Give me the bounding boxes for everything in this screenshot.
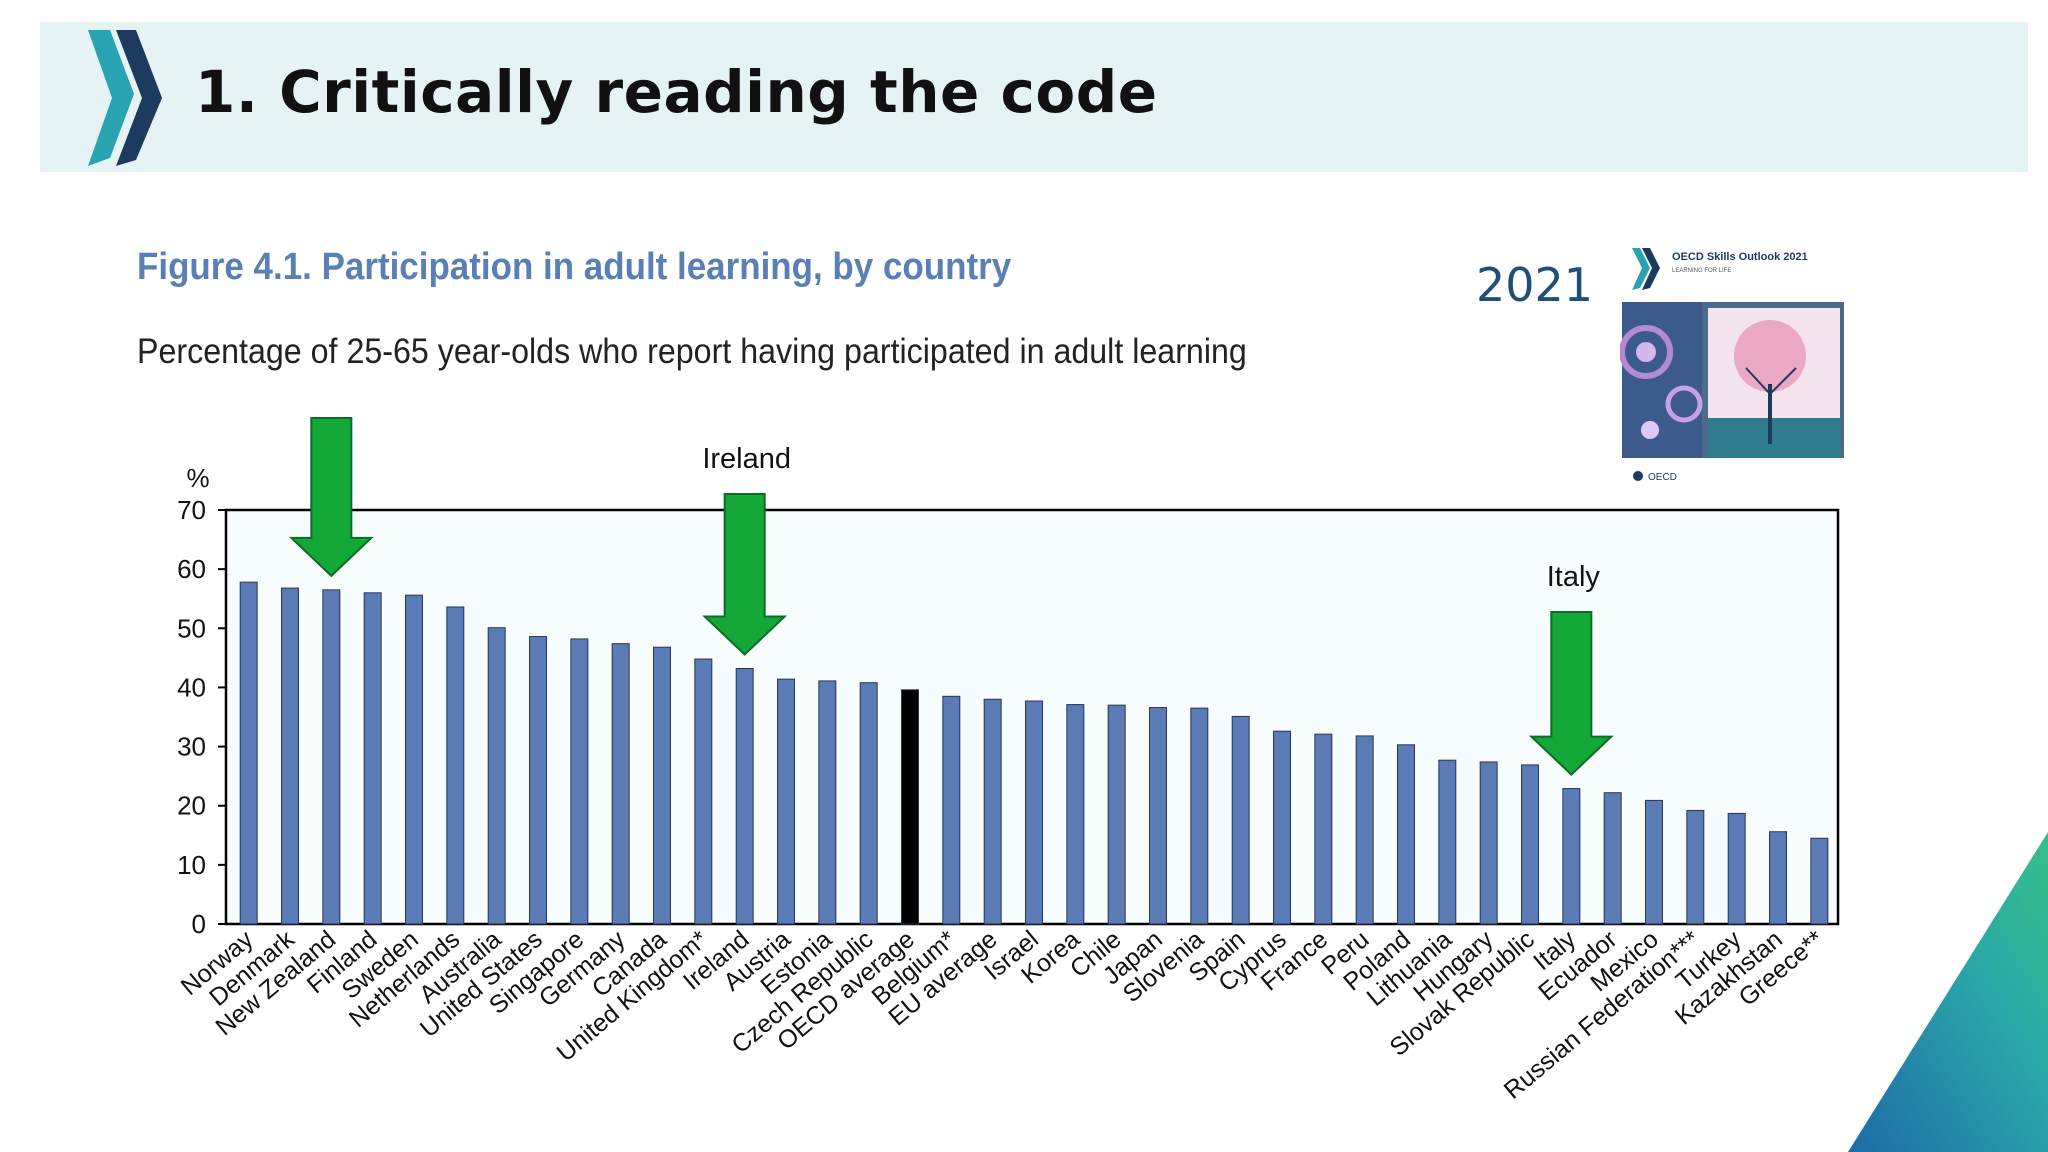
y-tick-label: 10	[177, 850, 206, 880]
y-axis-label: %	[186, 463, 209, 493]
book-logo-icon-dark	[1642, 248, 1660, 290]
bar-canada	[653, 646, 671, 925]
bar-slovenia	[1190, 707, 1209, 925]
bar-new-zealand	[322, 589, 341, 925]
bar-slovak-republic	[1521, 764, 1539, 925]
bar-poland	[1397, 744, 1415, 925]
bar-united-kingdom	[694, 658, 713, 925]
slide-title: 1. Critically reading the code	[195, 58, 1158, 126]
bar-belgium	[942, 695, 961, 925]
bar-kazakhstan	[1769, 831, 1787, 925]
bar-russian-federation	[1686, 809, 1705, 925]
oecd-chevron-logo	[88, 30, 162, 166]
bar-estonia	[818, 680, 837, 925]
bar-sweden	[405, 594, 423, 925]
bar-korea	[1066, 704, 1085, 925]
y-tick-label: 50	[177, 613, 206, 643]
book-publisher: OECD	[1648, 472, 1677, 483]
bar-spain	[1231, 715, 1250, 925]
book-tagline: LEARNING FOR LIFE	[1672, 268, 1731, 274]
figure-subtitle: Percentage of 25-65 year-olds who report…	[137, 332, 1247, 371]
bar-singapore	[570, 638, 589, 925]
bar-australia	[487, 627, 506, 925]
y-tick-label: 60	[177, 554, 206, 584]
year-label: 2021	[1476, 258, 1594, 312]
bar-czech-republic	[859, 682, 878, 925]
bar-cyprus	[1273, 730, 1291, 925]
y-tick-label: 20	[177, 791, 206, 821]
bar-turkey	[1727, 812, 1746, 925]
annotation-label: Italy	[1547, 561, 1601, 593]
corner-decoration	[1848, 832, 2048, 1152]
bar-lithuania	[1438, 759, 1457, 925]
bar-japan	[1149, 707, 1167, 925]
chevron-left-icon	[88, 30, 134, 166]
book-cover-thumbnail: OECD Skills Outlook 2021 LEARNING FOR LI…	[1620, 248, 1844, 483]
title-banner	[40, 22, 2028, 172]
bar-italy	[1562, 788, 1581, 925]
bar-netherlands	[446, 606, 465, 925]
chevron-right-icon	[116, 30, 162, 166]
annotation-arrow-italy	[1528, 611, 1614, 776]
bar-peru	[1355, 735, 1374, 925]
bar-austria	[777, 678, 795, 925]
bar-israel	[1025, 700, 1043, 925]
y-tick-label: 70	[177, 495, 206, 525]
bar-mexico	[1645, 799, 1663, 925]
book-logo-icon	[1632, 248, 1650, 290]
bar-eu-average	[983, 698, 1002, 925]
book-publisher-icon	[1633, 471, 1643, 481]
bar-greece	[1810, 837, 1829, 925]
bar-ireland	[735, 668, 754, 925]
annotation-arrow-new-zealand	[288, 417, 374, 578]
annotation-arrow-ireland	[702, 493, 788, 656]
figure-title: Figure 4.1. Participation in adult learn…	[137, 246, 1012, 288]
bar-oecd-average	[901, 689, 919, 925]
bar-chile	[1107, 704, 1126, 925]
bar-finland	[363, 592, 382, 925]
bar-united-states	[529, 636, 547, 925]
bar-france	[1314, 733, 1333, 925]
bar-denmark	[281, 587, 299, 925]
y-tick-label: 0	[192, 909, 206, 939]
book-title: OECD Skills Outlook 2021	[1672, 251, 1808, 263]
bar-germany	[611, 643, 630, 925]
y-tick-label: 30	[177, 732, 206, 762]
bar-hungary	[1479, 761, 1498, 925]
y-tick-label: 40	[177, 672, 206, 702]
bar-ecuador	[1603, 792, 1622, 925]
bar-norway	[239, 581, 258, 925]
annotation-label: Ireland	[702, 443, 791, 475]
